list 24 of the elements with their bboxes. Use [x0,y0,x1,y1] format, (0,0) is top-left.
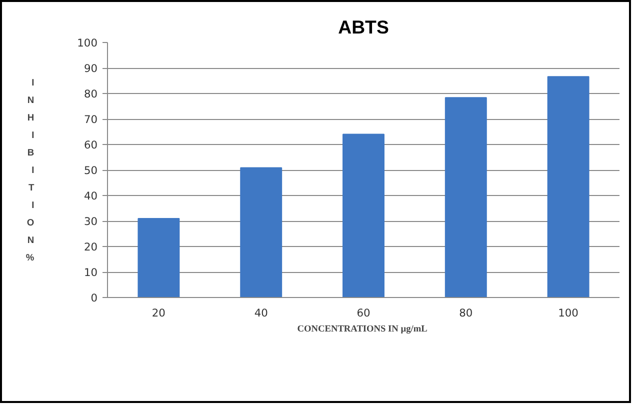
bar [444,97,487,298]
chart-title: ABTS [338,16,389,38]
y-tick-label: 30 [84,215,98,228]
y-tick-label: 70 [84,113,98,126]
bar [547,76,590,298]
x-tick-label: 80 [459,306,473,320]
x-axis-title: CONCENTRATIONS IN µg/mL [297,324,428,334]
text: INHIBITION % [26,78,34,262]
x-tick-label: 40 [254,306,268,320]
y-tick-label: 10 [84,266,98,279]
y-tick-label: 40 [84,190,98,202]
bar [138,218,180,298]
bar [240,167,282,298]
x-tick-label: 100 [558,306,579,320]
y-tick-label: 20 [84,240,98,254]
x-tick-label: 60 [356,306,370,320]
y-tick-label: 80 [84,88,98,100]
y-tick-label: 0 [90,292,98,304]
y-tick-label: 60 [84,138,98,152]
y-tick-label: 90 [84,62,98,75]
y-tick-label: 100 [77,36,98,50]
x-tick-label: 20 [152,306,166,320]
bar [342,134,384,298]
y-tick-label: 50 [84,164,98,177]
